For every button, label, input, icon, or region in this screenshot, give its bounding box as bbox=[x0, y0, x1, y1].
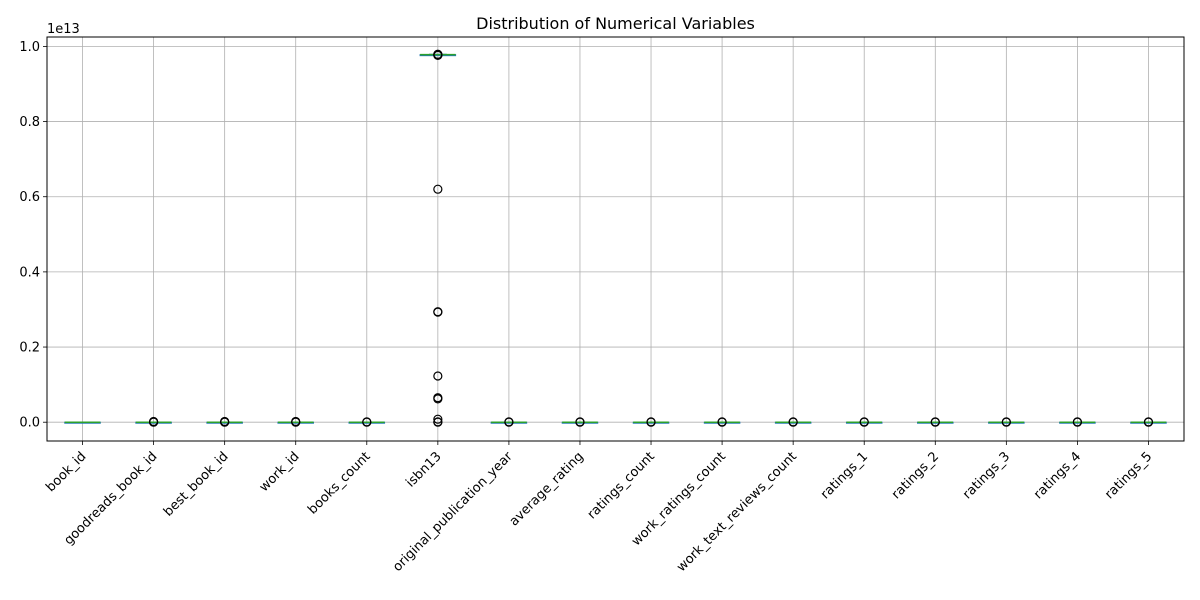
outlier-point bbox=[788, 417, 798, 427]
boxes bbox=[64, 49, 1167, 427]
outlier-point bbox=[433, 417, 443, 427]
plot-frame bbox=[46, 36, 1185, 442]
box-goodreads_book_id bbox=[135, 416, 172, 427]
y-tick-label: 1.0 bbox=[19, 40, 40, 55]
y-tick-label: 0.8 bbox=[19, 115, 40, 130]
box-work_ratings_count bbox=[703, 417, 741, 427]
outlier-point bbox=[291, 416, 301, 427]
box-ratings_2 bbox=[917, 417, 954, 427]
box-ratings_count bbox=[632, 417, 670, 427]
outlier-point bbox=[433, 394, 443, 404]
box-ratings_3 bbox=[988, 417, 1025, 427]
box-original_publication_year bbox=[490, 417, 528, 427]
box-books_count bbox=[348, 417, 386, 427]
outlier-point bbox=[1143, 417, 1154, 427]
outlier-point bbox=[362, 417, 372, 427]
y-axis: 0.0 0.2 0.4 0.6 0.8 1.0 bbox=[19, 40, 47, 431]
y-tick-label: 0.2 bbox=[19, 341, 40, 356]
chart-title: Distribution of Numerical Variables bbox=[476, 14, 755, 33]
box-work_text_reviews_count bbox=[774, 417, 812, 427]
outlier-point bbox=[433, 184, 443, 194]
y-tick-label: 0.6 bbox=[19, 190, 40, 205]
outlier-point bbox=[1001, 417, 1011, 427]
outlier-point bbox=[148, 416, 159, 427]
outlier-point bbox=[433, 49, 443, 59]
outlier-point bbox=[646, 417, 656, 427]
y-tick-label: 0.0 bbox=[19, 416, 40, 431]
outlier-point bbox=[930, 417, 940, 427]
outlier-point bbox=[575, 417, 585, 427]
grid bbox=[47, 37, 1184, 441]
box-best_book_id bbox=[206, 416, 243, 427]
outlier-point bbox=[433, 371, 443, 381]
y-scale-label: 1e13 bbox=[47, 22, 80, 37]
box-ratings_1 bbox=[845, 417, 883, 427]
outlier-point bbox=[433, 307, 443, 317]
box-ratings_4 bbox=[1059, 417, 1096, 427]
y-tick-label: 0.4 bbox=[19, 265, 40, 280]
outlier-point bbox=[1072, 417, 1083, 427]
outlier-point bbox=[220, 416, 230, 427]
outlier-point bbox=[504, 417, 514, 427]
outlier-point bbox=[433, 414, 443, 424]
box-book_id bbox=[64, 421, 101, 424]
box-average_rating bbox=[561, 417, 599, 427]
outlier-point bbox=[859, 417, 869, 427]
box-work_id bbox=[277, 416, 314, 427]
box-ratings_5 bbox=[1130, 417, 1167, 427]
box-isbn13 bbox=[419, 49, 457, 427]
outlier-point bbox=[717, 417, 727, 427]
